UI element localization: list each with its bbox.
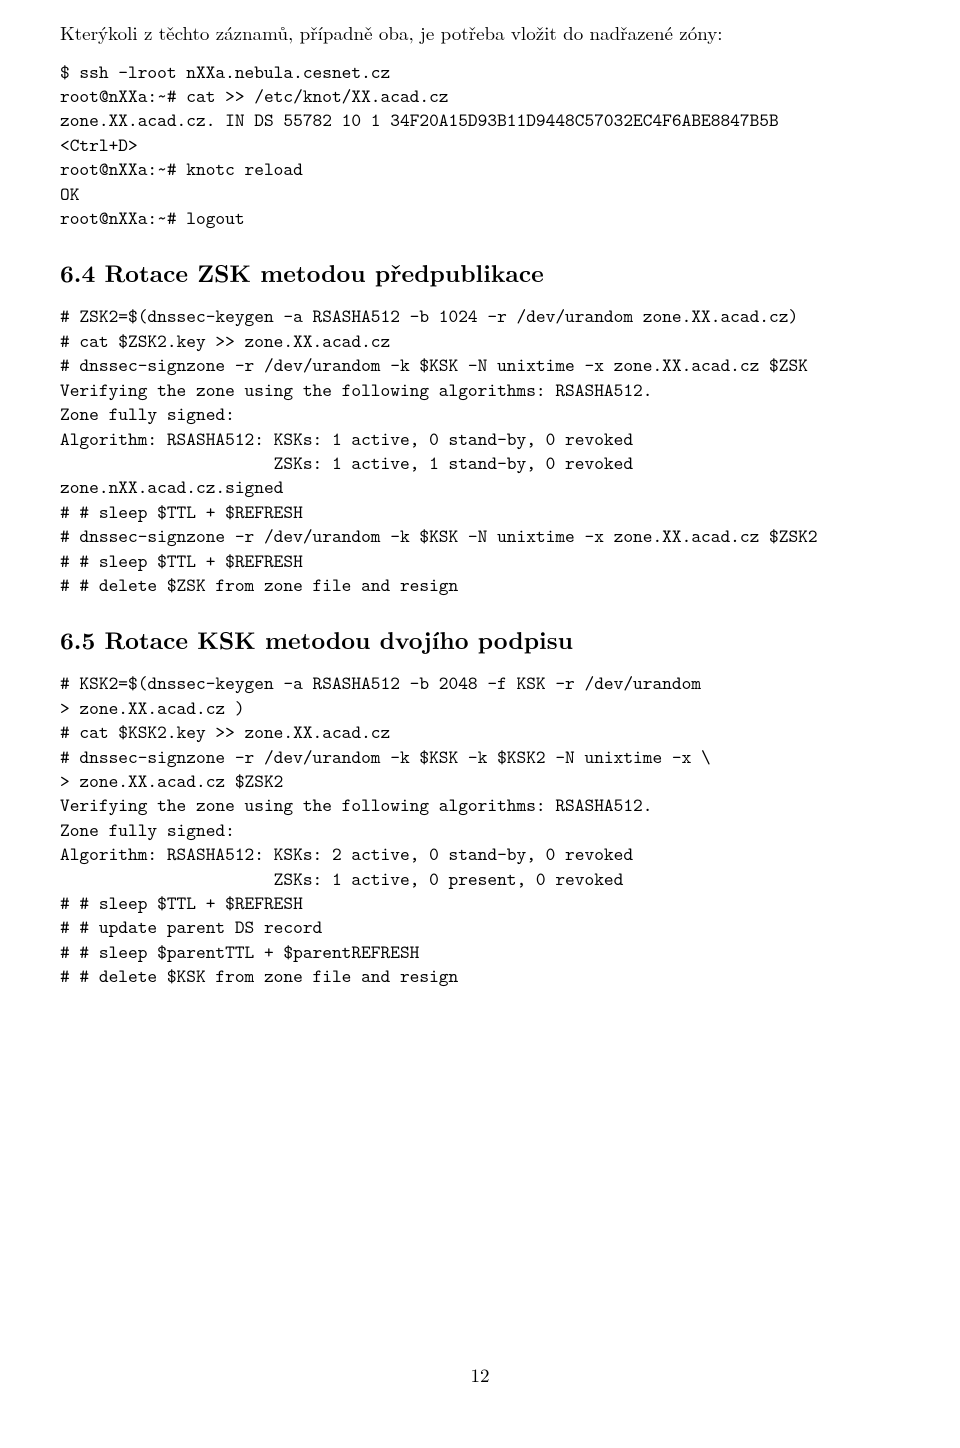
code-block-3: # KSK2=$(dnssec-keygen -a RSASHA512 -b 2… [60,671,900,988]
section-heading-6-5: 6.5 Rotace KSK metodou dvojího podpisu [60,623,900,657]
intro-paragraph: Kterýkoli z těchto záznamů, případně oba… [60,20,900,46]
code-block-2: # ZSK2=$(dnssec-keygen -a RSASHA512 -b 1… [60,304,900,597]
page-number: 12 [0,1361,960,1388]
document-page: Kterýkoli z těchto záznamů, případně oba… [0,0,960,1448]
code-block-1: $ ssh -lroot nXXa.nebula.cesnet.cz root@… [60,60,900,231]
section-heading-6-4: 6.4 Rotace ZSK metodou předpublikace [60,256,900,290]
